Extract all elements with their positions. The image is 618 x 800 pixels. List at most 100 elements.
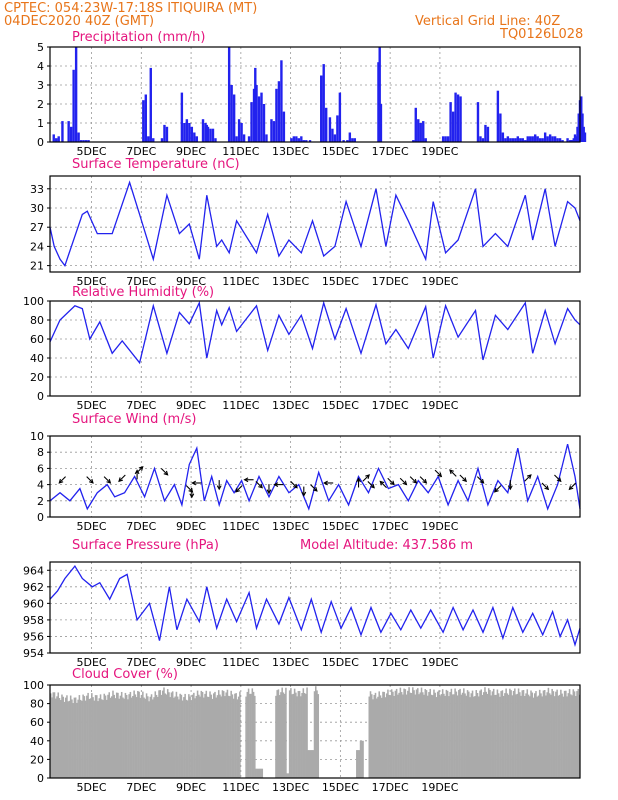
cloud-bar (250, 693, 252, 778)
cloud-bar (384, 697, 387, 778)
precip-bar (142, 100, 145, 142)
cloud-bar (52, 692, 55, 778)
cloud-bar (412, 687, 414, 778)
cloud-bar (296, 696, 298, 778)
wind-arrow-head (412, 478, 418, 484)
y-tick-label: 27 (30, 221, 44, 234)
cloud-bar (405, 694, 408, 778)
cloud-bar (154, 691, 157, 778)
cloud-bar (430, 694, 433, 778)
cloud-bar (305, 693, 307, 778)
cloud-bar (524, 695, 526, 778)
precip-bar (302, 140, 306, 142)
cloud-bar (127, 699, 129, 778)
cloud-bar (310, 750, 312, 778)
cloud-bar (301, 692, 303, 778)
cloud-bar (504, 693, 506, 778)
wind-arrow (362, 474, 370, 482)
cloud-bar (181, 700, 184, 778)
precip-bar (419, 123, 422, 142)
series-line (49, 300, 581, 365)
cloud-bar (68, 700, 71, 778)
y-tick-label: 3 (37, 79, 44, 92)
cloud-bar (153, 697, 155, 778)
precip-bar (481, 138, 485, 142)
cloud-bar (552, 691, 555, 778)
cloud-bar (168, 692, 170, 778)
wind-arrow-head (273, 482, 279, 488)
cloud-bar (464, 693, 466, 778)
cloud-bar (567, 693, 570, 778)
precip-bar (454, 92, 457, 142)
precip-bar (441, 136, 445, 142)
x-tick-label: 15DEC (322, 275, 359, 288)
cloud-bar (209, 691, 211, 778)
wind-arrow (290, 481, 298, 489)
y-tick-label: 60 (30, 716, 44, 729)
cloud-bar (66, 695, 68, 778)
cloud-bar (67, 701, 69, 778)
cloud-bar (443, 693, 445, 778)
precip-bar (227, 47, 231, 142)
cloud-bar (107, 694, 109, 778)
cloud-bar (519, 692, 521, 778)
cloud-bar (175, 691, 178, 778)
cloud-bar (226, 689, 229, 778)
y-tick-label: 2 (37, 495, 44, 508)
wind-arrow-head (134, 469, 140, 475)
cloud-bar (212, 693, 215, 778)
precip-bar (444, 136, 447, 142)
cloud-bar (394, 690, 397, 778)
precip-bar (67, 121, 70, 142)
precip-bar (561, 140, 564, 142)
cloud-bar (297, 691, 300, 778)
x-tick-label: 9DEC (176, 520, 206, 533)
cloud-bar (402, 694, 404, 778)
panel-title: Precipitation (mm/h) (72, 30, 205, 45)
cloud-bar (225, 692, 227, 778)
cloud-bar (145, 693, 148, 778)
precip-bar (237, 119, 241, 142)
wind-arrow-head (365, 474, 370, 479)
cloud-bar (108, 692, 111, 778)
cloud-bar (105, 699, 108, 778)
precip-bar (566, 138, 569, 142)
y-tick-label: 962 (23, 581, 44, 594)
wind-arrow (58, 476, 66, 484)
cloud-bar (82, 694, 84, 778)
precip-bar (190, 126, 194, 142)
cloud-bar (101, 699, 103, 778)
cloud-bar (475, 690, 478, 778)
precip-bar (188, 123, 191, 142)
x-tick-label: 5DEC (76, 656, 106, 669)
cloud-bar (164, 693, 167, 778)
cloud-bar (431, 695, 434, 778)
cloud-bar (63, 701, 66, 778)
cloud-bar (390, 689, 393, 778)
cloud-bar (59, 700, 62, 778)
precip-bar (255, 85, 258, 142)
cloud-bar (295, 692, 297, 778)
cloud-bar (173, 697, 175, 778)
precip-bar (577, 113, 580, 142)
precip-bar (270, 119, 273, 142)
cloud-bar (553, 696, 556, 778)
wind-arrow (554, 474, 562, 482)
cloud-bar (73, 697, 76, 778)
panel-annotation: Model Altitude: 437.586 m (300, 538, 473, 553)
cloud-bar (562, 696, 565, 778)
cloud-bar (506, 693, 509, 778)
cloud-bar (444, 695, 446, 778)
cloud-bar (418, 694, 420, 778)
cloud-bar (440, 694, 443, 778)
cloud-bar (419, 692, 422, 778)
precip-bar (230, 85, 233, 142)
cloud-bar (224, 696, 226, 778)
cloud-bar (230, 690, 232, 778)
wind-arrow (136, 466, 144, 474)
x-tick-label: 9DEC (176, 399, 206, 412)
wind-arrow-head (138, 466, 144, 471)
cloud-bar (441, 689, 444, 778)
cloud-bar (288, 690, 291, 778)
x-tick-label: 11DEC (222, 275, 259, 288)
